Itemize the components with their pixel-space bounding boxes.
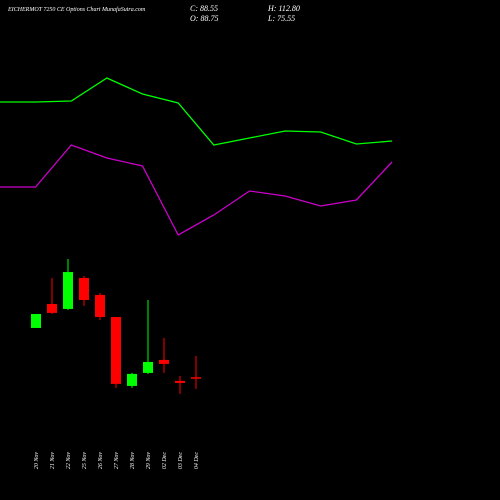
- candle-body: [63, 272, 73, 309]
- x-tick-label: 29 Nov: [146, 452, 152, 470]
- candle-body: [143, 361, 153, 373]
- chart-title: EICHERMOT 7250 CE Options Chart MunafaSu…: [7, 6, 146, 13]
- open-label: O: 88.75: [190, 14, 218, 23]
- candle-body: [47, 303, 57, 313]
- candle-body: [31, 313, 41, 328]
- candle-body: [191, 377, 201, 379]
- x-tick-label: 02 Dec: [162, 452, 168, 469]
- low-label: L: 75.55: [267, 14, 295, 23]
- x-tick-label: 27 Nov: [114, 452, 120, 470]
- candle-body: [79, 277, 89, 300]
- x-tick-label: 03 Dec: [178, 452, 184, 469]
- candle-body: [159, 359, 169, 364]
- candle-body: [175, 380, 185, 383]
- x-tick-label: 20 Nov: [34, 452, 40, 470]
- close-label: C: 88.55: [190, 4, 218, 13]
- candle-body: [95, 294, 105, 317]
- x-tick-label: 22 Nov: [66, 452, 72, 470]
- x-tick-label: 26 Nov: [98, 452, 104, 470]
- x-tick-label: 04 Dec: [193, 452, 200, 469]
- high-label: H: 112.80: [267, 4, 300, 13]
- candle-body: [127, 373, 137, 386]
- x-tick-label: 28 Nov: [130, 452, 136, 470]
- x-tick-label: 25 Nov: [82, 452, 88, 470]
- candle-body: [111, 316, 121, 384]
- x-tick-label: 21 Nov: [50, 452, 56, 470]
- indicator-line: [0, 144, 393, 236]
- indicator-line: [0, 77, 393, 146]
